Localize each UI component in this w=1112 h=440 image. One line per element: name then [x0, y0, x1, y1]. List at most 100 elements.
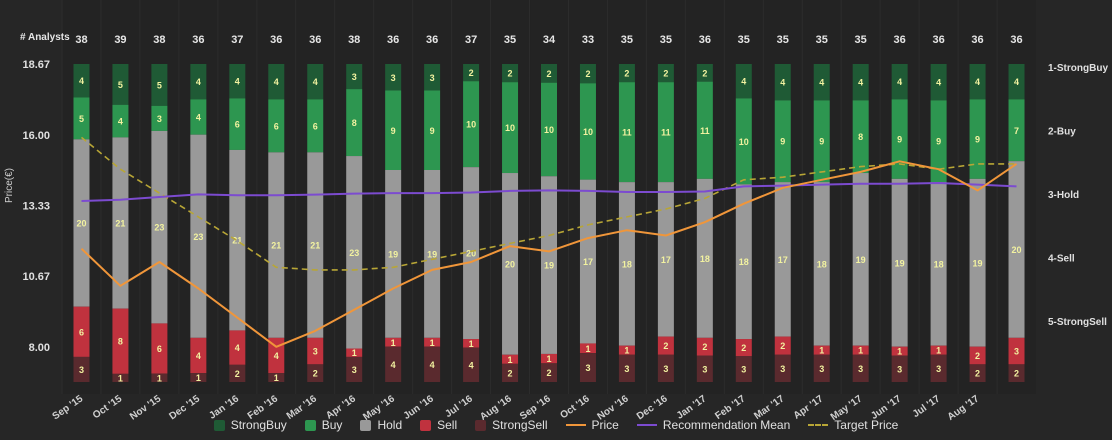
bar-value-label: 1 [157, 373, 162, 383]
bar-value-label: 4 [858, 78, 863, 88]
bar-value-label: 2 [585, 69, 590, 79]
bar-value-label: 2 [469, 68, 474, 78]
recommendation-mean-line [81, 182, 1017, 202]
bar-value-label: 3 [780, 364, 785, 374]
bar-value-label: 3 [352, 72, 357, 82]
legend-item[interactable]: Hold [360, 418, 402, 432]
bar-buy [190, 99, 207, 135]
bar-value-label: 1 [936, 346, 941, 356]
bar-strongsell [190, 373, 207, 382]
bar-buy [151, 105, 168, 131]
y-tick-label: 18.67 [22, 59, 50, 71]
bar-value-label: 9 [975, 135, 980, 145]
legend-item[interactable]: Buy [304, 418, 342, 432]
bar-strongsell [424, 346, 441, 382]
bar-sell [930, 345, 947, 355]
price-line [80, 160, 1018, 348]
bar-value-label: 6 [313, 121, 318, 131]
bar-sell [891, 346, 908, 356]
bar-value-label: 4 [819, 78, 824, 88]
bar-hold [618, 182, 635, 346]
bar-value-label: 2 [663, 69, 668, 79]
bar-value-label: 18 [622, 259, 632, 269]
bar-hold [852, 173, 869, 346]
rating-label: 2-Buy [1048, 127, 1076, 138]
bar-value-label: 3 [936, 364, 941, 374]
bar-value-label: 1 [624, 346, 629, 356]
bar-hold [579, 179, 596, 344]
bar-strongsell [813, 354, 830, 382]
bar-value-label: 4 [274, 77, 279, 87]
bar-hold [657, 182, 674, 337]
bar-value-label: 4 [235, 77, 240, 87]
analyst-count: 36 [1010, 34, 1022, 46]
analyst-count: 38 [153, 34, 165, 46]
bar-sell [346, 348, 363, 357]
bar-value-label: 11 [700, 126, 710, 136]
analyst-count: 38 [348, 34, 360, 46]
bar-value-label: 19 [427, 249, 437, 259]
analyst-count: 36 [387, 34, 399, 46]
bar-hold [463, 167, 480, 340]
bar-value-label: 5 [118, 80, 123, 90]
bar-strongsell [112, 373, 129, 382]
bar-strongsell [463, 347, 480, 382]
legend-item[interactable]: Sell [420, 418, 457, 432]
analyst-count: 35 [621, 34, 633, 46]
bar-value-label: 21 [115, 219, 125, 229]
bar-value-label: 2 [508, 368, 513, 378]
bar-strongsell [307, 364, 324, 382]
legend-item[interactable]: StrongBuy [213, 418, 287, 432]
bar-value-label: 1 [352, 348, 357, 358]
bar-value-label: 2 [546, 368, 551, 378]
bar-hold [385, 170, 402, 338]
legend-item[interactable]: Price [565, 418, 619, 432]
bar-value-label: 1 [196, 373, 201, 383]
bar-hold [813, 182, 830, 346]
bar-value-label: 10 [466, 120, 476, 130]
bar-hold [112, 137, 129, 309]
bar-value-label: 7 [1014, 126, 1019, 136]
bar-strongbuy [424, 64, 441, 91]
bar-hold [307, 152, 324, 338]
bar-buy [657, 82, 674, 183]
bar-strongsell [930, 354, 947, 382]
bar-buy [735, 98, 752, 185]
bar-strongbuy [618, 64, 635, 83]
bar-sell [735, 339, 752, 357]
bar-hold [268, 152, 285, 338]
legend-item[interactable]: Target Price [808, 418, 898, 432]
legend-swatch [304, 419, 316, 431]
legend-item[interactable]: StrongSell [475, 418, 548, 432]
bar-strongsell [618, 354, 635, 382]
bar-value-label: 23 [154, 223, 164, 233]
bar-sell [385, 337, 402, 347]
bar-value-label: 17 [661, 255, 671, 265]
bar-value-label: 4 [196, 351, 201, 361]
bar-strongsell [385, 346, 402, 382]
bar-value-label: 23 [193, 232, 203, 242]
bar-value-label: 3 [741, 365, 746, 375]
bar-value-label: 6 [274, 121, 279, 131]
bar-sell [229, 330, 246, 365]
bar-strongsell [502, 363, 519, 382]
bar-value-label: 2 [1014, 369, 1019, 379]
analyst-count: 36 [699, 34, 711, 46]
bar-value-label: 1 [469, 339, 474, 349]
bar-sell [463, 339, 480, 348]
bar-strongsell [852, 354, 869, 382]
bar-value-label: 3 [663, 364, 668, 374]
bar-buy [930, 100, 947, 183]
bar-value-label: 2 [235, 369, 240, 379]
bar-value-label: 23 [349, 248, 359, 258]
bar-sell [424, 337, 441, 347]
bar-value-label: 20 [505, 259, 515, 269]
bar-strongbuy [657, 64, 674, 83]
analyst-count: 37 [465, 34, 477, 46]
bar-hold [424, 170, 441, 338]
bar-buy [229, 98, 246, 150]
legend-item[interactable]: Recommendation Mean [636, 418, 790, 432]
rating-label: 4-Sell [1048, 254, 1075, 265]
bar-value-label: 4 [936, 78, 941, 88]
